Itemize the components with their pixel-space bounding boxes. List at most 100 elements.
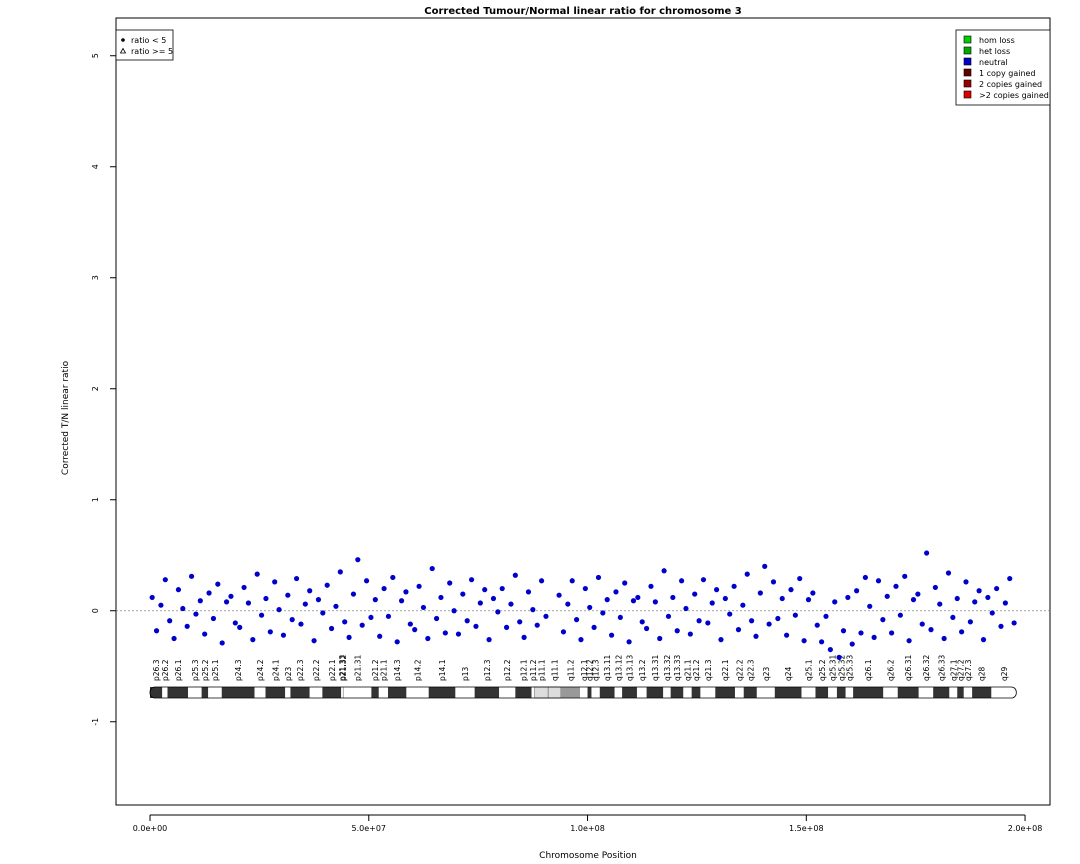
ideogram-band — [221, 687, 255, 698]
data-point — [403, 589, 409, 595]
data-point — [779, 595, 785, 602]
data-point — [530, 607, 536, 613]
data-point — [972, 599, 978, 605]
band-label: p11.1 — [537, 659, 546, 681]
data-point — [517, 619, 523, 625]
band-label: q25.33 — [845, 655, 854, 681]
band-label: q27.2 — [957, 659, 966, 681]
data-point — [184, 623, 190, 629]
data-point — [162, 577, 168, 583]
data-point — [210, 615, 217, 622]
band-label: p25.1 — [211, 659, 220, 681]
ideogram-band — [614, 687, 623, 698]
data-point — [525, 589, 532, 595]
data-point — [740, 602, 746, 608]
data-point — [928, 627, 934, 633]
ideogram-band — [515, 687, 532, 698]
band-label: p25.2 — [201, 659, 210, 681]
data-point — [687, 631, 693, 637]
band-label: q26.31 — [904, 655, 913, 681]
data-point — [849, 641, 855, 647]
band-label: q26.2 — [887, 659, 896, 681]
legend-swatch — [963, 46, 972, 55]
band-label: p22.3 — [296, 659, 305, 681]
data-point — [731, 583, 737, 589]
data-point — [749, 618, 755, 624]
data-point — [442, 630, 448, 636]
data-point — [556, 592, 562, 598]
ideogram-band — [756, 687, 775, 698]
data-point — [902, 573, 908, 579]
data-point — [228, 593, 234, 599]
data-point — [578, 637, 584, 643]
data-point — [910, 597, 917, 603]
data-point — [950, 614, 956, 621]
data-point — [245, 600, 252, 606]
data-point — [915, 591, 921, 597]
ideogram-band — [499, 687, 516, 698]
band-label: q13.12 — [614, 655, 623, 681]
data-point — [565, 601, 571, 607]
data-point — [744, 571, 750, 577]
band-label: p14.3 — [393, 659, 402, 681]
band-label: q27.1 — [949, 659, 958, 681]
data-point — [661, 568, 667, 574]
data-point — [674, 628, 680, 634]
data-point — [775, 615, 781, 622]
data-point — [718, 637, 724, 643]
band-label: q25.32 — [837, 655, 846, 681]
data-point — [258, 612, 265, 618]
data-point — [377, 633, 383, 639]
data-point — [937, 601, 943, 607]
data-point — [206, 590, 212, 596]
y-tick-label: -1 — [91, 718, 100, 726]
data-point — [714, 587, 720, 593]
ideogram-band — [963, 687, 973, 698]
data-point — [700, 577, 707, 583]
ideogram-band — [734, 687, 744, 698]
ideogram-band — [774, 687, 802, 698]
data-point — [167, 618, 173, 624]
ideogram-band — [646, 687, 664, 698]
band-label: p24.2 — [256, 659, 265, 681]
data-point — [600, 610, 606, 616]
data-point — [823, 613, 829, 619]
legend-label: het loss — [979, 47, 1010, 56]
ideogram-band — [587, 687, 592, 698]
ideogram-band — [378, 687, 389, 698]
x-axis-label: Chromosome Position — [539, 851, 637, 861]
data-point — [845, 594, 851, 601]
data-point — [788, 587, 794, 593]
ideogram-band — [883, 687, 898, 698]
data-point — [1007, 575, 1013, 582]
ideogram-band — [560, 687, 581, 698]
data-point — [451, 608, 457, 614]
band-label: p22.1 — [328, 659, 337, 681]
data-point — [477, 600, 483, 606]
band-label: q13.11 — [603, 655, 612, 681]
ideogram-band — [897, 687, 919, 698]
data-point — [543, 613, 549, 619]
data-point — [460, 591, 466, 597]
data-point — [959, 629, 965, 635]
ideogram-band — [972, 687, 992, 698]
x-tick-label: 5.0e+07 — [351, 824, 386, 833]
data-point — [359, 622, 365, 628]
data-point — [801, 638, 807, 644]
data-point — [941, 635, 947, 642]
data-point — [884, 593, 890, 599]
legend-label: neutral — [979, 58, 1008, 67]
data-point — [963, 579, 969, 585]
legend-label: 2 copies gained — [979, 80, 1042, 89]
data-point — [797, 575, 803, 582]
data-point — [622, 580, 628, 586]
ideogram-band — [188, 687, 202, 698]
ideogram-band — [162, 687, 168, 698]
data-point — [617, 614, 623, 621]
data-point — [307, 588, 313, 594]
ideogram-band — [636, 687, 647, 698]
ideogram-band — [149, 687, 163, 698]
data-point — [149, 594, 155, 601]
ideogram-band — [957, 687, 964, 698]
